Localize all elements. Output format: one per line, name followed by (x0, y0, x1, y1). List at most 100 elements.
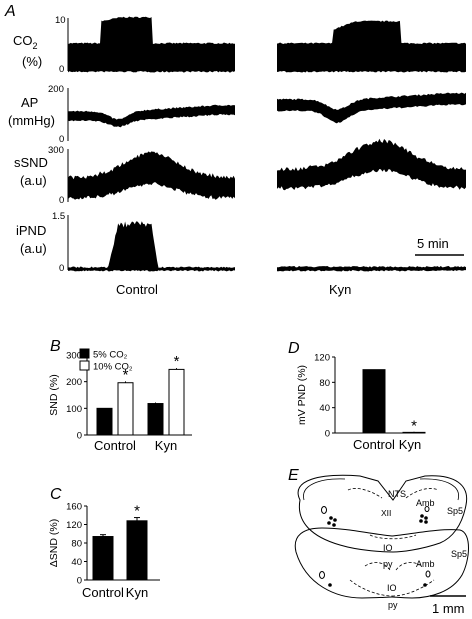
panel-c-ytick-label: 80 (71, 539, 82, 550)
panel-c-chart: 0 40 80 120 160 ΔSND (%) Control * Kyn (48, 502, 160, 600)
trace-ssnd-control (68, 151, 235, 200)
distance-scale-label: 1 mm (432, 601, 465, 616)
panel-a-ticks: 10 0 200 0 300 0 1.5 0 (48, 15, 66, 274)
panel-b-significance-star: * (123, 366, 129, 383)
panel-b-bar (96, 407, 113, 436)
dot (332, 523, 336, 527)
panel-b-ylabel: SND (%) (48, 374, 60, 415)
upper-section-inner-right (419, 478, 459, 501)
panel-b-ytick-label: 200 (66, 377, 82, 388)
panel-a-labels: CO2 (%) AP (mmHg) sSND (a.u) iPND (a.u) (8, 33, 55, 256)
dot (328, 583, 332, 587)
label-sp5-lower: Sp5 (451, 549, 467, 559)
channel-unit-co2: (%) (22, 54, 42, 69)
panel-b-ytick-label: 300 (66, 351, 82, 362)
time-scale-label: 5 min (417, 236, 449, 251)
panel-d-ytick-label: 120 (314, 353, 330, 364)
tick-co2-min: 0 (59, 64, 64, 75)
panel-c-ylabel: ΔSND (%) (48, 519, 60, 567)
label-py-lower: py (388, 600, 398, 610)
panel-d-significance-star: * (411, 418, 417, 435)
panel-letter-d: D (288, 340, 300, 357)
label-sp5-upper: Sp5 (447, 506, 463, 516)
lower-section-dashed (364, 562, 423, 571)
label-py-upper: py (383, 559, 393, 569)
tick-ipnd-max: 1.5 (52, 211, 65, 222)
label-xii: XII (381, 508, 391, 518)
panel-c-ytick-label: 160 (66, 502, 82, 513)
dot (420, 514, 424, 518)
marker-open-right-lower (425, 570, 431, 578)
upper-io-outline (369, 534, 417, 540)
panel-e-sections (294, 474, 469, 599)
panel-letter-e: E (288, 467, 299, 484)
trace-ap-control (68, 104, 235, 128)
panel-d-ytick-label: 0 (325, 429, 330, 440)
channel-label-ap: AP (21, 95, 38, 110)
tick-ap-min: 0 (59, 134, 64, 145)
trace-ipnd-kyn (277, 266, 466, 272)
panel-b-bar (117, 382, 134, 436)
panel-a-traces (68, 16, 466, 272)
panel-b-bar (147, 403, 164, 436)
upper-section-dashed (347, 488, 439, 499)
panel-d-ytick-label: 40 (319, 403, 330, 414)
trace-co2-control (68, 16, 235, 73)
panel-c-ytick-label: 0 (77, 576, 82, 587)
panel-b-category-label: Control (94, 438, 136, 453)
panel-c-bar (126, 520, 148, 581)
condition-label-kyn: Kyn (329, 282, 351, 297)
dot (333, 518, 337, 522)
panel-b-legend-swatch (79, 348, 90, 359)
panel-d-category-label: Kyn (399, 437, 421, 452)
panel-c-ytick-label: 120 (66, 520, 82, 531)
panel-b-ytick-label: 100 (66, 404, 82, 415)
panel-d-category-label: Control (353, 437, 395, 452)
panel-letter-b: B (50, 338, 61, 355)
panel-b-significance-star: * (174, 353, 180, 370)
channel-label-ipnd: iPND (16, 223, 46, 238)
lower-io-outline (349, 579, 435, 597)
upper-section-outline (297, 474, 468, 553)
label-amb-lower: Amb (416, 559, 435, 569)
dot (424, 516, 428, 520)
channel-label-ssnd: sSND (14, 155, 48, 170)
trace-ssnd-kyn (277, 138, 466, 191)
channel-label-co2: CO2 (13, 33, 38, 51)
dot (424, 520, 428, 524)
tick-co2-max: 10 (55, 15, 66, 26)
tick-ipnd-min: 0 (59, 263, 64, 274)
marker-open-left-upper (321, 506, 327, 514)
label-io-upper: IO (383, 543, 393, 553)
panel-d-ylabel: mV PND (%) (296, 365, 308, 425)
panel-letter-c: C (50, 486, 62, 503)
panel-c-category-label: Kyn (126, 585, 148, 600)
condition-label-control: Control (116, 282, 158, 297)
tick-ap-max: 200 (48, 84, 64, 95)
dot (423, 583, 427, 587)
panel-c-bar (92, 536, 114, 581)
panel-e-dots (327, 514, 428, 587)
panel-c-category-label: Control (82, 585, 124, 600)
panel-d-chart: 0 40 80 120 mV PND (%) Control * Kyn (296, 353, 426, 452)
dot (329, 516, 333, 520)
panel-d-bar (362, 369, 386, 434)
panel-b-legend-swatch (79, 360, 90, 371)
panel-b-category-label: Kyn (155, 438, 177, 453)
trace-ipnd-control (68, 221, 235, 272)
label-nts: NTS (388, 489, 406, 499)
panel-letter-a: A (4, 3, 16, 20)
panel-c-ytick-label: 40 (71, 557, 82, 568)
trace-ap-kyn (277, 92, 466, 124)
trace-co2-kyn (277, 20, 466, 73)
marker-open-right-upper (424, 506, 430, 512)
panel-b-legend-label: 10% CO₂ (93, 362, 133, 373)
marker-open-left-lower (319, 571, 325, 579)
label-amb-upper: Amb (416, 498, 435, 508)
label-io-lower: IO (387, 583, 397, 593)
upper-section-inner-left (303, 478, 346, 501)
panel-b-bar (168, 368, 185, 436)
channel-unit-ap: (mmHg) (8, 113, 55, 128)
